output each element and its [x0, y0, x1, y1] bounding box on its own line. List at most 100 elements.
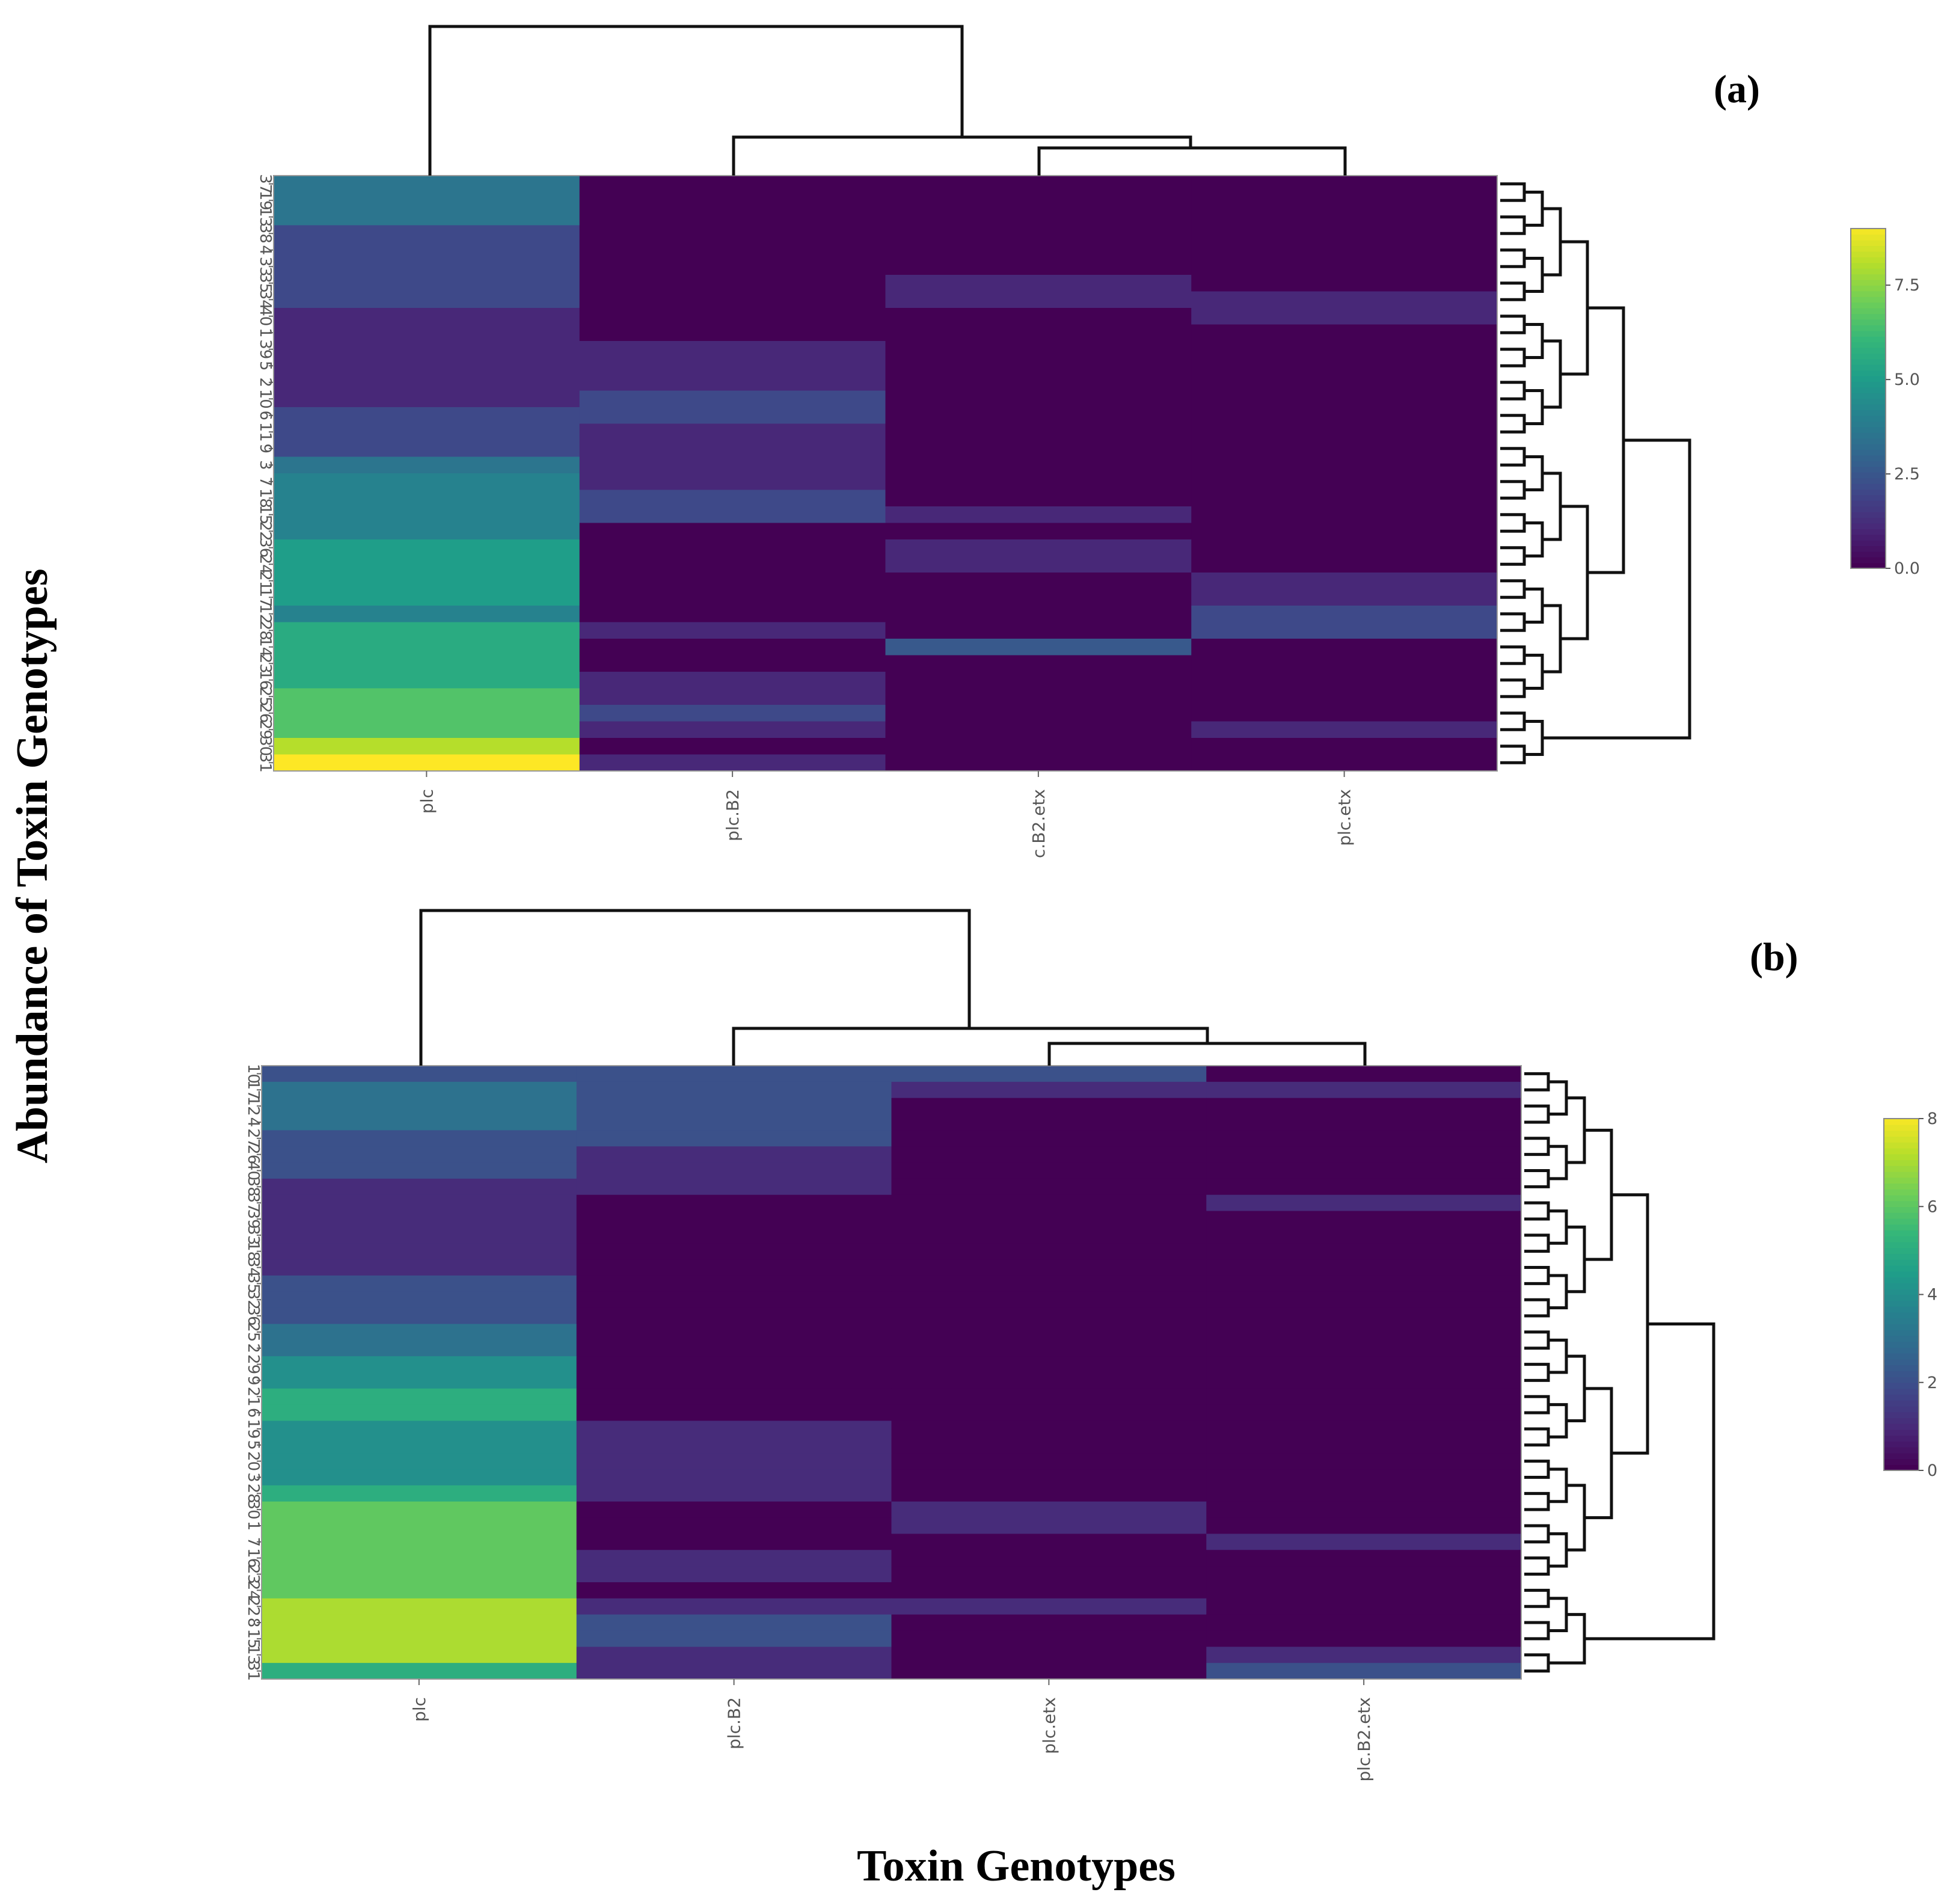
heatmap-cell [579, 324, 886, 342]
heatmap-cell [579, 423, 886, 441]
row-dendrogram-branch [1500, 546, 1526, 566]
colorbar-swatch [1884, 1400, 1919, 1407]
row-dendrogram-branch [1524, 1653, 1550, 1673]
heatmap-cell [262, 1275, 577, 1292]
heatmap-cell [576, 1388, 892, 1405]
heatmap-cell [1206, 1501, 1522, 1519]
row-tick-label: 4 [244, 1117, 262, 1128]
colorbar-tick-label: 8 [1927, 1110, 1937, 1128]
row-tick-label: 28 [256, 621, 274, 640]
heatmap-cell [891, 1534, 1207, 1550]
heatmap-cell [891, 1420, 1207, 1437]
colorbar-swatch [1884, 1435, 1919, 1442]
heatmap-cell [262, 1420, 577, 1437]
heatmap-cell [579, 490, 886, 507]
row-dendrogram-branch [1542, 438, 1691, 740]
heatmap-cell [262, 1501, 577, 1519]
heatmap-cell [274, 556, 580, 573]
heatmap-cell [576, 1534, 892, 1550]
heatmap-cell [1206, 1404, 1522, 1422]
colorbar-swatch [1851, 426, 1886, 433]
heatmap-cell [576, 1566, 892, 1583]
row-tick-label: 19 [244, 1419, 262, 1439]
colorbar-swatch [1851, 517, 1886, 524]
row-tick-label: 37 [256, 174, 274, 194]
heatmap-cell [576, 1469, 892, 1486]
row-tick-label: 31 [256, 753, 274, 773]
heatmap-cell [579, 341, 886, 358]
colorbar-swatch [1851, 319, 1886, 325]
row-dendrogram-branch [1548, 1274, 1568, 1310]
heatmap-cell [262, 1340, 577, 1357]
row-tick-label: 6 [256, 410, 274, 420]
heatmap-cell [576, 1275, 892, 1292]
heatmap-cell [262, 1098, 577, 1115]
colorbar-swatch [1884, 1341, 1919, 1348]
colorbar-swatch [1884, 1124, 1919, 1131]
heatmap-cell [891, 1146, 1207, 1163]
heatmap-cell [885, 357, 1192, 375]
heatmap-cell [891, 1404, 1207, 1422]
heatmap-cell [1206, 1550, 1522, 1567]
row-tick-label: 26 [244, 1144, 262, 1164]
heatmap-cell [579, 705, 886, 722]
heatmap-cell [1206, 1081, 1522, 1099]
heatmap-cell [885, 225, 1192, 242]
colorbar-swatch [1851, 290, 1886, 297]
heatmap-cell [1191, 589, 1498, 606]
colorbar-swatch [1851, 279, 1886, 286]
row-tick-label: 2 [256, 377, 274, 387]
row-dendrogram-branch [1500, 381, 1526, 401]
heatmap-cell [885, 374, 1192, 392]
heatmap-cell [1206, 1517, 1522, 1535]
heatmap-cell [891, 1598, 1207, 1615]
colorbar-swatch [1851, 551, 1886, 557]
heatmap-cell [262, 1534, 577, 1550]
row-tick-label: 23 [256, 654, 274, 674]
colorbar-swatch [1851, 421, 1886, 428]
row-dendrogram-branch [1524, 1233, 1550, 1253]
colorbar-tick-label: 0 [1927, 1461, 1937, 1480]
row-dendrogram-branch [1584, 1322, 1715, 1641]
row-tick-label: 17 [244, 1080, 262, 1100]
heatmap-cell [274, 440, 580, 458]
heatmap-cell [891, 1614, 1207, 1632]
colorbar-swatch [1851, 234, 1886, 241]
colorbar-swatch [1884, 1464, 1919, 1471]
row-tick-label: 24 [244, 1580, 262, 1600]
heatmap-cell [262, 1130, 577, 1147]
heatmap-cell [579, 655, 886, 672]
colorbar-swatch [1884, 1452, 1919, 1460]
heatmap-cell [579, 258, 886, 275]
heatmap-cell [891, 1372, 1207, 1389]
heatmap-cell [274, 606, 580, 623]
row-tick-label: 11 [256, 422, 274, 442]
heatmap-cell [262, 1550, 577, 1567]
colorbar-swatch [1851, 239, 1886, 247]
colorbar-swatch [1884, 1142, 1919, 1149]
heatmap-cell [576, 1550, 892, 1567]
heatmap-cell [262, 1566, 577, 1583]
colorbar-swatch [1851, 489, 1886, 496]
colorbar-swatch [1884, 1458, 1919, 1466]
heatmap-cell [274, 688, 580, 705]
colorbar-swatch [1851, 313, 1886, 320]
colorbar-swatch [1851, 523, 1886, 529]
heatmap-cell [1206, 1243, 1522, 1260]
colorbar-swatch [1884, 1206, 1919, 1213]
colorbar-swatch [1851, 562, 1886, 569]
colorbar-swatch [1851, 494, 1886, 501]
row-tick-label: 20 [244, 1451, 262, 1471]
column-tick-label: plc [409, 1697, 429, 1722]
heatmap-cell [262, 1227, 577, 1244]
row-tick-label: 12 [244, 1096, 262, 1116]
heatmap-cell [576, 1614, 892, 1632]
row-tick-label: 22 [244, 1597, 262, 1617]
row-dendrogram-branch [1500, 414, 1526, 434]
heatmap-cell [576, 1517, 892, 1535]
heatmap-cell [891, 1566, 1207, 1583]
colorbar-swatch [1884, 1147, 1919, 1155]
heatmap-cell [1206, 1211, 1522, 1228]
heatmap-cell [274, 324, 580, 342]
